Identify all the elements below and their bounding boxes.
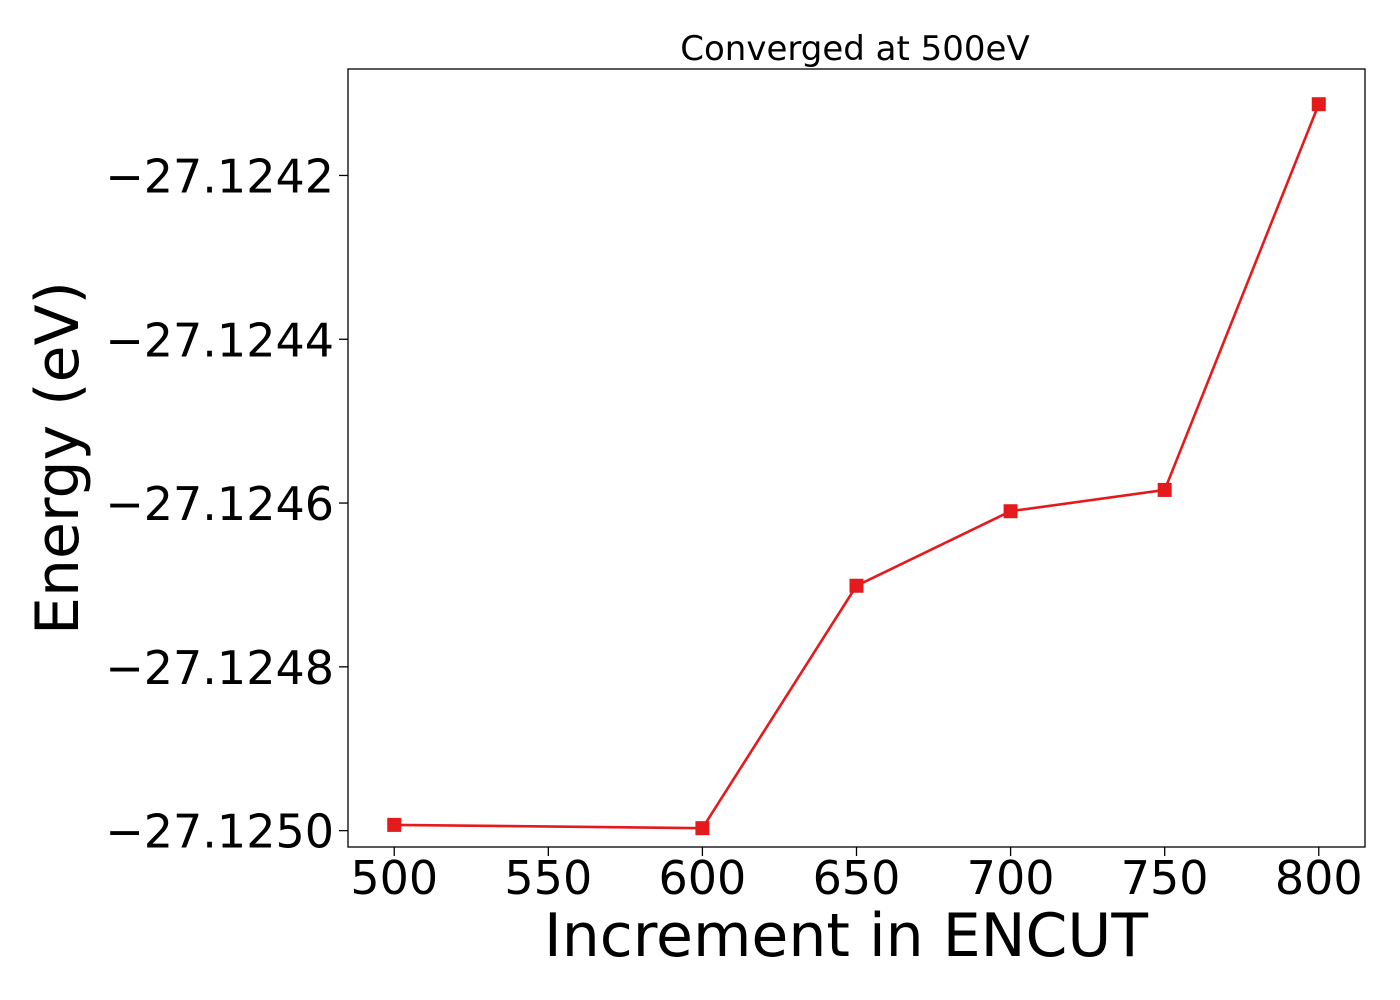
data-point-marker <box>849 578 864 593</box>
data-point-marker <box>387 817 402 832</box>
x-tick-label: 700 <box>967 851 1055 905</box>
x-tick-label: 750 <box>1121 851 1209 905</box>
x-tick-label: 550 <box>504 851 592 905</box>
x-tick-label: 600 <box>659 851 747 905</box>
series-layer <box>387 97 1326 836</box>
data-point-marker <box>1157 482 1172 497</box>
y-axis-label: Energy (eV) <box>23 281 93 635</box>
series-line <box>394 103 1320 830</box>
x-axis-label: Increment in ENCUT <box>544 901 1148 971</box>
y-tick-label: −27.1248 <box>105 641 334 695</box>
data-point-marker <box>1311 97 1326 112</box>
y-axis-ticks: −27.1250 −27.1248 −27.1246 −27.1244 −27.1242 <box>105 149 348 859</box>
data-point-marker <box>695 821 710 836</box>
y-tick-label: −27.1242 <box>105 149 334 203</box>
x-axis-ticks: 500 550 600 650 700 750 800 <box>350 847 1363 905</box>
data-point-marker <box>1003 504 1018 519</box>
x-tick-label: 500 <box>350 851 438 905</box>
y-tick-label: −27.1246 <box>105 477 334 531</box>
x-tick-label: 800 <box>1275 851 1363 905</box>
x-tick-label: 650 <box>813 851 901 905</box>
y-tick-label: −27.1250 <box>105 805 334 859</box>
chart-title: Converged at 500eV <box>680 29 1029 69</box>
y-tick-label: −27.1244 <box>105 313 334 367</box>
